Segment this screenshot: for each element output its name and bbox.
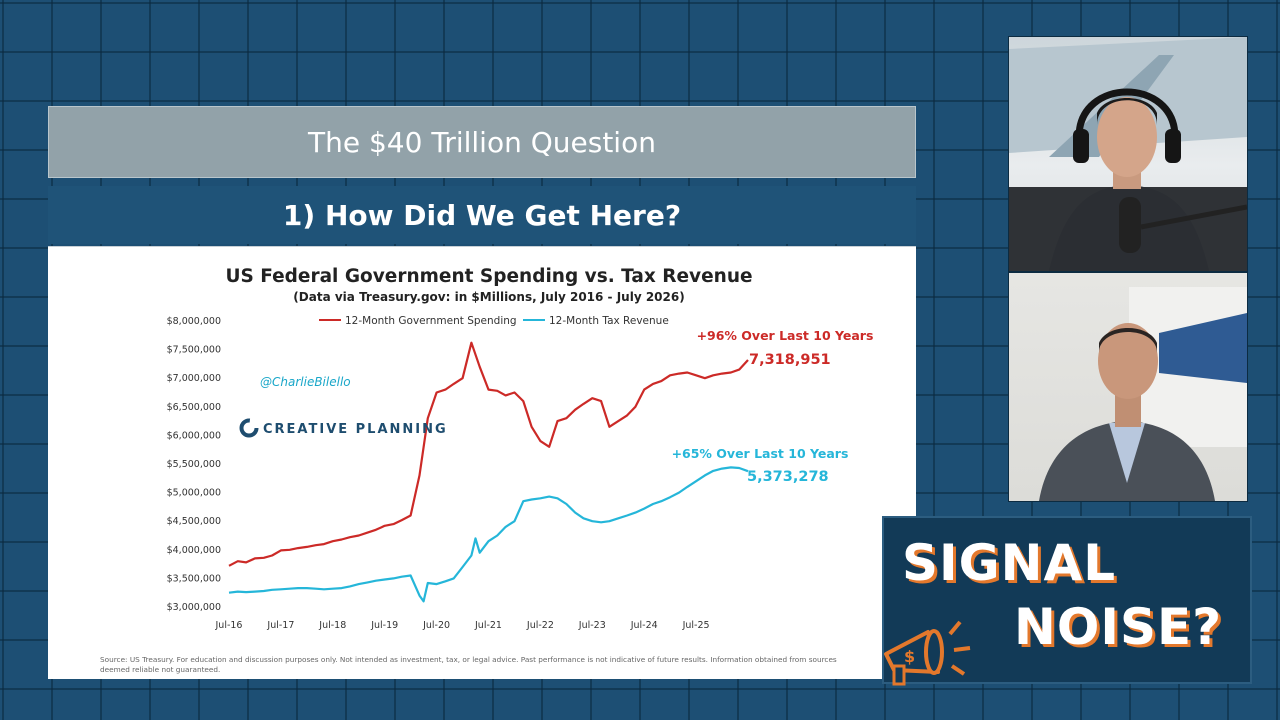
chart-panel: US Federal Government Spending vs. Tax R… [48, 246, 916, 679]
x-tick-label: Jul-20 [422, 620, 450, 631]
x-tick-label: Jul-25 [682, 620, 710, 631]
series-layer [228, 341, 749, 603]
y-tick-label: $5,500,000 [167, 459, 221, 470]
webcam-guest [1008, 272, 1248, 502]
x-tick-label: Jul-23 [578, 620, 606, 631]
y-tick-label: $7,500,000 [167, 345, 221, 356]
logo-text: CREATIVE PLANNING [263, 422, 448, 437]
author-handle: @CharlieBilello [260, 375, 351, 389]
legend-label-revenue: 12-Month Tax Revenue [549, 315, 669, 327]
x-tick-label: Jul-17 [266, 620, 294, 631]
legend-label-spending: 12-Month Government Spending [345, 315, 517, 327]
revenue-change-label: +65% Over Last 10 Years [672, 446, 849, 461]
y-tick-label: $3,000,000 [167, 602, 221, 613]
brand-line-signal: SIGNAL [902, 534, 1117, 592]
y-tick-label: $6,500,000 [167, 402, 221, 413]
legend: 12-Month Government Spending 12-Month Ta… [319, 315, 669, 327]
megaphone-icon: $ [884, 620, 971, 686]
slide-subtitle-text: 1) How Did We Get Here? [282, 198, 682, 232]
svg-text:$: $ [904, 647, 915, 666]
x-tick-label: Jul-16 [215, 620, 243, 631]
chart-subtitle: (Data via Treasury.gov: in $Millions, Ju… [293, 290, 684, 304]
y-tick-label: $4,500,000 [167, 516, 221, 527]
signal-noise-logo: SIGNAL NOISE? $ [882, 516, 1252, 686]
y-axis: $3,000,000 $3,500,000 $4,000,000 $4,500,000… [167, 316, 221, 613]
x-tick-label: Jul-19 [370, 620, 398, 631]
y-tick-label: $6,000,000 [167, 430, 221, 441]
line-chart: US Federal Government Spending vs. Tax R… [167, 266, 874, 631]
y-tick-label: $7,000,000 [167, 373, 221, 384]
host-video-frame [1009, 37, 1247, 271]
x-tick-label: Jul-18 [318, 620, 346, 631]
guest-video-frame [1039, 287, 1247, 501]
x-tick-label: Jul-21 [474, 620, 502, 631]
chart-footnote: Source: US Treasury. For education and d… [100, 655, 837, 674]
brand-line-noise: NOISE? [1014, 598, 1223, 656]
spending-change-label: +96% Over Last 10 Years [697, 328, 874, 343]
revenue-series-line [228, 466, 749, 603]
y-tick-label: $3,500,000 [167, 573, 221, 584]
x-axis: Jul-16 Jul-17 Jul-18 Jul-19 Jul-20 Jul-21 Jul-… [215, 620, 710, 631]
slide-title-text: The $40 Trillion Question [308, 125, 656, 159]
spending-last-value: 7,318,951 [749, 352, 831, 368]
slide-title: The $40 Trillion Question [48, 106, 916, 178]
y-tick-label: $8,000,000 [167, 316, 221, 327]
spending-series-line [228, 341, 749, 567]
logo-mark-icon [239, 418, 259, 438]
revenue-last-value: 5,373,278 [747, 469, 829, 485]
y-tick-label: $4,000,000 [167, 545, 221, 556]
x-tick-label: Jul-24 [630, 620, 658, 631]
slide-subtitle: 1) How Did We Get Here? [48, 186, 916, 244]
x-tick-label: Jul-22 [526, 620, 554, 631]
webcam-host [1008, 36, 1248, 272]
creative-planning-logo: CREATIVE PLANNING [239, 418, 448, 438]
chart-title: US Federal Government Spending vs. Tax R… [225, 266, 752, 287]
y-tick-label: $5,000,000 [167, 488, 221, 499]
